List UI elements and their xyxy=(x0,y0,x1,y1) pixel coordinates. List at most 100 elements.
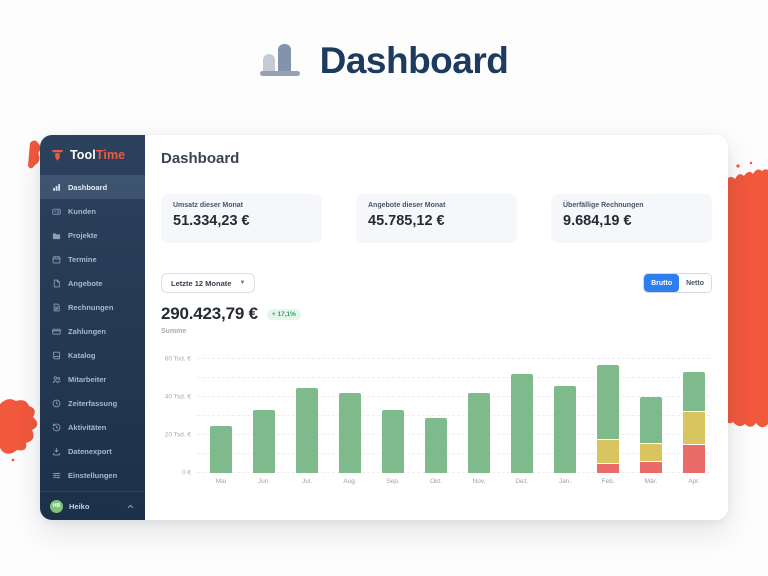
card-icon xyxy=(52,327,61,336)
sidebar-item-label: Katalog xyxy=(68,350,96,360)
sidebar-item-rechnungen[interactable]: Rechnungen xyxy=(40,295,145,319)
avatar: HB xyxy=(50,499,63,513)
orange-splash-right xyxy=(724,161,768,428)
sidebar-item-label: Zahlungen xyxy=(68,326,106,336)
green-bar-segment xyxy=(296,387,318,473)
sliders-icon xyxy=(52,471,61,480)
bar-stack xyxy=(597,364,619,473)
bar-stack xyxy=(382,410,404,473)
sidebar-item-zeiterfassung[interactable]: Zeiterfassung xyxy=(40,391,145,415)
gridline xyxy=(197,358,710,359)
bar-stack xyxy=(468,393,490,473)
caret-down-icon: ▼ xyxy=(239,280,246,286)
page-title: Dashboard xyxy=(161,150,240,167)
sidebar-item-aktivitaeten[interactable]: Aktivitäten xyxy=(40,415,145,439)
bar-stack xyxy=(210,425,232,473)
gridline xyxy=(197,472,710,473)
calendar-icon xyxy=(52,255,61,264)
gridline xyxy=(197,453,710,454)
sidebar-item-katalog[interactable]: Katalog xyxy=(40,343,145,367)
stat-card-label: Überfällige Rechnungen xyxy=(563,202,644,209)
green-bar-segment xyxy=(597,364,619,439)
revenue-chart: 60 Tsd. € 40 Tsd. € 20 Tsd. € 0 € Mai Jun. Jul… xyxy=(161,356,712,485)
green-bar-segment xyxy=(511,374,533,473)
users-icon xyxy=(52,375,61,384)
gridline xyxy=(197,377,710,378)
green-bar-segment xyxy=(382,410,404,473)
stat-card-value: 51.334,23 € xyxy=(173,213,250,229)
x-axis-label: Okt. xyxy=(430,478,442,485)
invoice-icon xyxy=(52,303,61,312)
sidebar-item-label: Termine xyxy=(68,254,97,264)
green-bar-segment xyxy=(468,393,490,473)
stat-card-value: 9.684,19 € xyxy=(563,213,632,229)
stat-card-label: Umsatz dieser Monat xyxy=(173,202,244,209)
sidebar-item-mitarbeiter[interactable]: Mitarbeiter xyxy=(40,367,145,391)
bar-okt: Okt. xyxy=(424,359,448,485)
y-axis-tick: 0 € xyxy=(181,469,191,477)
gridline xyxy=(197,415,710,416)
green-bar-segment xyxy=(554,385,576,473)
toggle-brutto[interactable]: Brutto xyxy=(644,274,680,292)
logo-text: ToolTime xyxy=(70,148,126,162)
bar-nov: Nov. xyxy=(467,359,491,485)
y-axis-tick: 20 Tsd. € xyxy=(164,431,191,439)
bar-stack xyxy=(425,417,447,473)
bar-jul: Jul. xyxy=(295,359,319,485)
red-bar-segment xyxy=(597,464,619,473)
sidebar-item-termine[interactable]: Termine xyxy=(40,247,145,271)
sidebar-item-einstellungen[interactable]: Einstellungen xyxy=(40,463,145,487)
red-bar-segment xyxy=(683,445,705,473)
green-bar-segment xyxy=(210,425,232,473)
bar-sep: Sep. xyxy=(381,359,405,485)
summary-value: 290.423,79 € xyxy=(161,304,258,323)
id-card-icon xyxy=(52,207,61,216)
sidebar-item-kunden[interactable]: Kunden xyxy=(40,199,145,223)
x-axis-label: Dez. xyxy=(515,478,529,485)
sidebar-item-label: Aktivitäten xyxy=(68,422,107,432)
hero-header: Dashboard xyxy=(0,38,768,79)
sidebar-nav: Dashboard Kunden Projekte Termine Angebote Re… xyxy=(40,173,145,491)
y-axis-tick: 40 Tsd. € xyxy=(164,393,191,401)
bar-jun: Jun. xyxy=(252,359,276,485)
file-icon xyxy=(52,279,61,288)
bar-stack xyxy=(683,372,705,473)
red-bar-segment xyxy=(640,461,662,473)
sidebar-item-label: Datenexport xyxy=(68,446,112,456)
sidebar-item-datenexport[interactable]: Datenexport xyxy=(40,439,145,463)
x-axis-label: Apr. xyxy=(688,478,700,485)
tooltime-logo-icon xyxy=(52,149,63,161)
chevron-up-icon xyxy=(126,502,135,511)
bar-stack xyxy=(640,396,662,473)
toggle-netto[interactable]: Netto xyxy=(679,274,711,292)
sidebar-item-dashboard[interactable]: Dashboard xyxy=(40,175,145,199)
x-axis-label: Nov. xyxy=(472,478,486,485)
chart-plot-area: 60 Tsd. € 40 Tsd. € 20 Tsd. € 0 € Mai Jun. Jul… xyxy=(165,356,710,485)
date-range-dropdown[interactable]: Letzte 12 Monate ▼ xyxy=(161,273,256,293)
x-axis-label: Feb. xyxy=(601,478,615,485)
green-bar-segment xyxy=(640,396,662,443)
sidebar-item-zahlungen[interactable]: Zahlungen xyxy=(40,319,145,343)
x-axis-label: Mär. xyxy=(644,478,658,485)
x-axis-label: Aug. xyxy=(343,478,357,485)
bar-stack xyxy=(511,374,533,473)
bar-chart-icon xyxy=(52,183,61,192)
x-axis-label: Jan. xyxy=(558,478,572,485)
green-bar-segment xyxy=(339,393,361,473)
user-menu[interactable]: HB Heiko xyxy=(40,491,145,520)
green-bar-segment xyxy=(683,372,705,412)
bar-stack xyxy=(339,393,361,473)
sidebar: ToolTime Dashboard Kunden Projekte Termine A… xyxy=(40,135,145,520)
sidebar-item-label: Mitarbeiter xyxy=(68,374,107,384)
sidebar-item-label: Rechnungen xyxy=(68,302,114,312)
stat-card-value: 45.785,12 € xyxy=(368,213,445,229)
sidebar-item-angebote[interactable]: Angebote xyxy=(40,271,145,295)
yellow-bar-segment xyxy=(597,439,619,464)
history-icon xyxy=(52,423,61,432)
bar-mai: Mai xyxy=(209,359,233,485)
sidebar-item-label: Angebote xyxy=(68,278,103,288)
bars-row: Mai Jun. Jul. Aug. Sep. Okt. Nov. Dez. Jan. Feb. M… xyxy=(209,359,706,485)
download-icon xyxy=(52,447,61,456)
sidebar-item-projekte[interactable]: Projekte xyxy=(40,223,145,247)
x-axis-label: Jul. xyxy=(301,478,313,485)
